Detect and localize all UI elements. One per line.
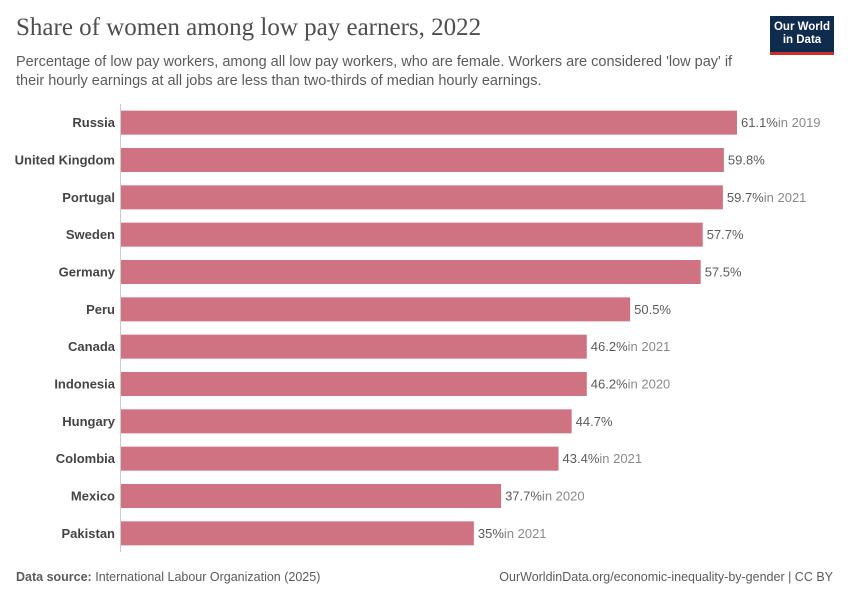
year-note-indonesia: in 2020	[628, 377, 671, 392]
bar-sweden[interactable]	[121, 222, 703, 247]
year-note-colombia: in 2021	[599, 451, 642, 466]
value-label-canada: 46.2%in 2021	[591, 339, 671, 354]
value-label-portugal: 59.7%in 2021	[727, 190, 807, 205]
chart-title: Share of women among low pay earners, 20…	[16, 14, 482, 41]
bar-pakistan[interactable]	[121, 521, 474, 546]
value-label-sweden: 57.7%	[707, 227, 744, 242]
category-label-pakistan: Pakistan	[62, 526, 116, 541]
bar-russia[interactable]	[121, 110, 737, 135]
bar-indonesia[interactable]	[121, 372, 587, 396]
owid-logo[interactable]: Our World in Data	[770, 16, 834, 55]
bar-germany[interactable]	[121, 260, 701, 284]
bar-peru[interactable]	[121, 297, 631, 322]
value-label-russia: 61.1%in 2019	[741, 115, 821, 130]
bar-hungary[interactable]	[121, 409, 572, 434]
category-label-united-kingdom: United Kingdom	[15, 153, 115, 168]
logo-line-2: in Data	[782, 34, 822, 46]
value-label-peru: 50.5%	[634, 302, 671, 317]
value-label-colombia: 43.4%in 2021	[563, 451, 643, 466]
bar-united-kingdom[interactable]	[121, 148, 724, 172]
bar-chart: Russia 61.1%in 2019 United Kingdom 59.8% Por…	[15, 104, 821, 552]
data-source: Data source: International Labour Organi…	[16, 570, 320, 584]
category-label-russia: Russia	[72, 115, 115, 130]
category-label-mexico: Mexico	[71, 489, 115, 504]
category-label-germany: Germany	[59, 265, 116, 280]
category-label-peru: Peru	[86, 302, 115, 317]
year-note-portugal: in 2021	[764, 190, 807, 205]
bar-colombia[interactable]	[121, 446, 559, 471]
category-label-indonesia: Indonesia	[54, 377, 115, 392]
value-label-mexico: 37.7%in 2020	[505, 489, 585, 504]
data-source-link[interactable]: International Labour Organization (2025)	[95, 570, 321, 584]
year-note-russia: in 2019	[778, 115, 821, 130]
year-note-mexico: in 2020	[542, 489, 585, 504]
bar-mexico[interactable]	[121, 484, 502, 508]
bar-portugal[interactable]	[121, 185, 723, 210]
category-label-portugal: Portugal	[62, 190, 115, 205]
value-label-pakistan: 35%in 2021	[478, 526, 547, 541]
category-label-colombia: Colombia	[56, 451, 116, 466]
value-label-indonesia: 46.2%in 2020	[591, 377, 671, 392]
category-label-hungary: Hungary	[62, 414, 116, 429]
category-label-canada: Canada	[68, 339, 116, 354]
year-note-canada: in 2021	[628, 339, 671, 354]
logo-line-1: Our World	[773, 21, 830, 33]
bar-canada[interactable]	[121, 334, 587, 359]
value-label-hungary: 44.7%	[576, 414, 613, 429]
source-url-license[interactable]: OurWorldinData.org/economic-inequality-b…	[499, 570, 833, 584]
data-source-label: Data source:	[16, 570, 92, 584]
chart-subtitle: Percentage of low pay workers, among all…	[16, 54, 733, 89]
value-label-united-kingdom: 59.8%	[728, 153, 765, 168]
category-label-sweden: Sweden	[66, 227, 115, 242]
value-label-germany: 57.5%	[705, 265, 742, 280]
year-note-pakistan: in 2021	[504, 526, 547, 541]
